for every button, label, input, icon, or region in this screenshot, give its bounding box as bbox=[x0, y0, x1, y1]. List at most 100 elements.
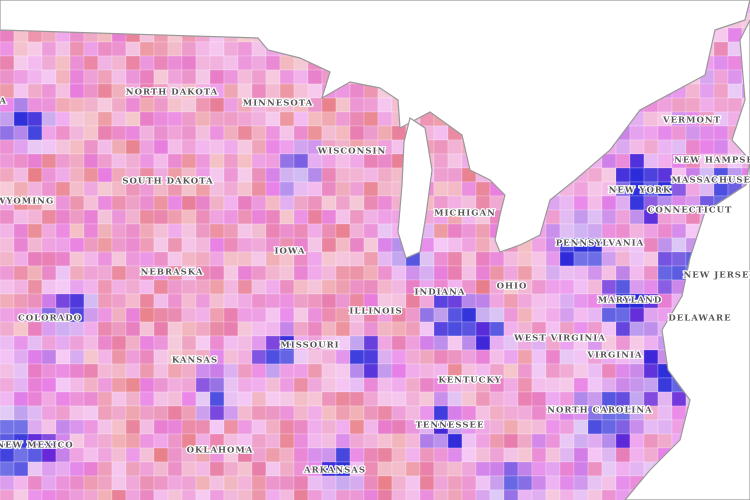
county bbox=[209, 97, 225, 113]
county bbox=[503, 251, 519, 267]
county bbox=[181, 307, 197, 323]
state-label: PENNSYLVANIA bbox=[556, 239, 644, 249]
county bbox=[293, 181, 309, 197]
county bbox=[279, 293, 295, 309]
county bbox=[293, 209, 309, 225]
county bbox=[237, 153, 253, 169]
county bbox=[587, 181, 603, 197]
county bbox=[251, 293, 267, 309]
county bbox=[265, 181, 281, 197]
county bbox=[461, 181, 477, 197]
county bbox=[265, 461, 281, 477]
county bbox=[475, 475, 491, 491]
county bbox=[27, 97, 43, 113]
county bbox=[503, 489, 519, 500]
county bbox=[517, 405, 533, 421]
county bbox=[251, 475, 267, 491]
county bbox=[279, 461, 295, 477]
county bbox=[153, 475, 169, 491]
county bbox=[643, 139, 659, 155]
county bbox=[363, 335, 379, 351]
county bbox=[0, 489, 15, 500]
county bbox=[181, 251, 197, 267]
county bbox=[55, 363, 71, 379]
county bbox=[0, 139, 15, 155]
county bbox=[69, 237, 85, 253]
county bbox=[321, 195, 337, 211]
county bbox=[69, 405, 85, 421]
county bbox=[13, 251, 29, 267]
county bbox=[13, 69, 29, 85]
county bbox=[363, 181, 379, 197]
county bbox=[433, 405, 449, 421]
county bbox=[377, 125, 393, 141]
county bbox=[111, 41, 127, 57]
county bbox=[55, 83, 71, 99]
county bbox=[153, 419, 169, 435]
county bbox=[335, 209, 351, 225]
county bbox=[307, 223, 323, 239]
county bbox=[265, 377, 281, 393]
county bbox=[279, 111, 295, 127]
county bbox=[97, 111, 113, 127]
county bbox=[139, 279, 155, 295]
county bbox=[573, 419, 589, 435]
county bbox=[727, 69, 743, 85]
county bbox=[83, 209, 99, 225]
county bbox=[27, 461, 43, 477]
county bbox=[265, 55, 281, 71]
county bbox=[139, 447, 155, 463]
county bbox=[447, 153, 463, 169]
county bbox=[139, 139, 155, 155]
county bbox=[167, 461, 183, 477]
county bbox=[377, 181, 393, 197]
county bbox=[419, 363, 435, 379]
county bbox=[629, 279, 645, 295]
county bbox=[27, 41, 43, 57]
county bbox=[181, 195, 197, 211]
county bbox=[447, 475, 463, 491]
county bbox=[363, 321, 379, 337]
county bbox=[251, 321, 267, 337]
county bbox=[671, 251, 687, 267]
county bbox=[83, 265, 99, 281]
county bbox=[517, 475, 533, 491]
county bbox=[251, 69, 267, 85]
county bbox=[69, 41, 85, 57]
county bbox=[223, 419, 239, 435]
county bbox=[335, 279, 351, 295]
county bbox=[517, 419, 533, 435]
county bbox=[349, 335, 365, 351]
county bbox=[139, 363, 155, 379]
county bbox=[433, 181, 449, 197]
county bbox=[545, 307, 561, 323]
county bbox=[97, 125, 113, 141]
county bbox=[321, 433, 337, 449]
county bbox=[13, 55, 29, 71]
county bbox=[153, 97, 169, 113]
county bbox=[377, 405, 393, 421]
county bbox=[251, 307, 267, 323]
county bbox=[55, 209, 71, 225]
county bbox=[27, 279, 43, 295]
state-label: ANA bbox=[0, 97, 7, 107]
county bbox=[209, 237, 225, 253]
county bbox=[13, 83, 29, 99]
county bbox=[559, 447, 575, 463]
county bbox=[237, 475, 253, 491]
county bbox=[545, 251, 561, 267]
county bbox=[27, 139, 43, 155]
county bbox=[139, 111, 155, 127]
county bbox=[629, 419, 645, 435]
county bbox=[167, 321, 183, 337]
county bbox=[405, 307, 421, 323]
county bbox=[167, 153, 183, 169]
county bbox=[139, 433, 155, 449]
county bbox=[41, 251, 57, 267]
county bbox=[209, 475, 225, 491]
county bbox=[237, 321, 253, 337]
county bbox=[377, 433, 393, 449]
state-label: MISSOURI bbox=[280, 341, 339, 351]
lake-michigan bbox=[397, 117, 433, 259]
county bbox=[545, 377, 561, 393]
